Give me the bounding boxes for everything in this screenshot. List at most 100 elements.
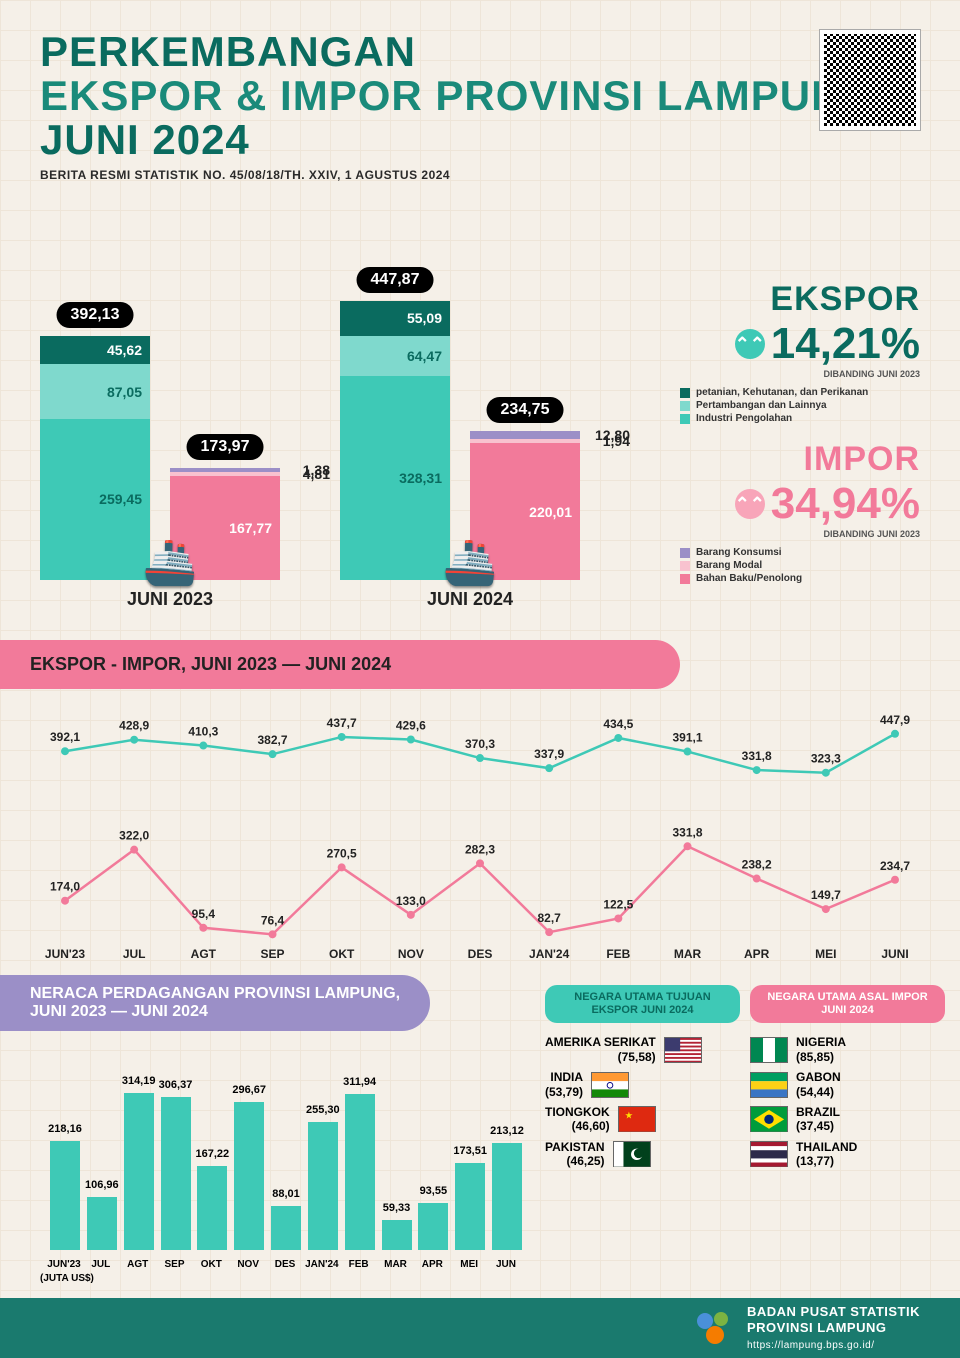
tb-bar: 173,51 bbox=[455, 1163, 485, 1250]
kpi-impor-pct: 34,94% bbox=[771, 479, 920, 529]
country-name: AMERIKA SERIKAT bbox=[545, 1035, 656, 1049]
segment-value: 4,81 bbox=[303, 466, 330, 482]
tb-bar: 296,67 bbox=[234, 1102, 264, 1250]
data-point bbox=[199, 924, 207, 932]
footer-url: https://lampung.bps.go.id/ bbox=[747, 1340, 875, 1351]
flag-icon bbox=[613, 1141, 651, 1167]
trade-balance-chart: (JUTA US$) 218,16JUN'23106,96JUL314,19AG… bbox=[40, 1050, 530, 1270]
country-row: ★TIONGKOK(46,60) bbox=[545, 1105, 740, 1134]
point-label: 337,9 bbox=[534, 747, 564, 761]
kpi-ekspor-pct: 14,21% bbox=[771, 319, 920, 369]
tb-value: 213,12 bbox=[487, 1125, 527, 1137]
data-point bbox=[614, 734, 622, 742]
tb-x-label: AGT bbox=[119, 1259, 157, 1270]
tb-value: 106,96 bbox=[82, 1179, 122, 1191]
x-axis-label: MAR bbox=[674, 947, 702, 960]
flag-icon: ★ bbox=[618, 1106, 656, 1132]
tb-x-label: APR bbox=[413, 1259, 451, 1270]
tb-value: 314,19 bbox=[119, 1075, 159, 1087]
point-label: 122,5 bbox=[603, 897, 633, 911]
tb-bar: 314,19 bbox=[124, 1093, 154, 1250]
bar-segment: 87,05 bbox=[40, 364, 150, 418]
kpi-ekspor-sub: DIBANDING JUNI 2023 bbox=[680, 369, 920, 379]
point-label: 322,0 bbox=[119, 829, 149, 843]
segment-value: 220,01 bbox=[529, 504, 572, 520]
country-row: GABON(54,44) bbox=[750, 1070, 945, 1099]
country-row: INDIA(53,79) bbox=[545, 1070, 740, 1099]
stacked-bar-chart: 45,6287,05259,45392,131,384,81167,77173,… bbox=[40, 260, 660, 620]
segment-value: 328,31 bbox=[399, 470, 442, 486]
flag-icon bbox=[750, 1106, 788, 1132]
data-point bbox=[476, 859, 484, 867]
flag-icon bbox=[664, 1037, 702, 1063]
data-point bbox=[130, 846, 138, 854]
x-axis-label: SEP bbox=[260, 947, 284, 960]
legend-item: Bahan Baku/Penolong bbox=[680, 573, 920, 584]
bps-logo-icon bbox=[693, 1307, 735, 1349]
x-axis-label: JUNI bbox=[881, 947, 908, 960]
country-text: GABON(54,44) bbox=[796, 1070, 841, 1099]
country-name: TIONGKOK bbox=[545, 1105, 610, 1119]
countries-title: NEGARA UTAMA ASAL IMPOR JUNI 2024 bbox=[750, 985, 945, 1023]
legend-label: Industri Pengolahan bbox=[696, 413, 792, 424]
country-value: (37,45) bbox=[796, 1119, 834, 1133]
legend-label: Pertambangan dan Lainnya bbox=[696, 400, 827, 411]
country-text: THAILAND(13,77) bbox=[796, 1140, 857, 1169]
country-value: (85,85) bbox=[796, 1050, 834, 1064]
legend-ekspor: petanian, Kehutanan, dan PerikananPertam… bbox=[680, 387, 920, 424]
title-line-2: EKSPOR & IMPOR PROVINSI LAMPUNG bbox=[40, 72, 876, 119]
country-text: BRAZIL(37,45) bbox=[796, 1105, 840, 1134]
data-point bbox=[61, 897, 69, 905]
bar-segment: 45,62 bbox=[40, 336, 150, 364]
impor-countries: NEGARA UTAMA ASAL IMPOR JUNI 2024 NIGERIA… bbox=[750, 985, 945, 1175]
segment-value: 259,45 bbox=[99, 491, 142, 507]
tb-bar: 59,33 bbox=[382, 1220, 412, 1250]
segment-value: 64,47 bbox=[407, 348, 442, 364]
tb-x-label: JUN bbox=[487, 1259, 525, 1270]
country-row: BRAZIL(37,45) bbox=[750, 1105, 945, 1134]
banner2-line1: NERACA PERDAGANGAN PROVINSI LAMPUNG, bbox=[30, 985, 400, 1002]
ekspor-bar: 55,0964,47328,31447,87 bbox=[340, 301, 450, 580]
x-axis-label: OKT bbox=[329, 947, 355, 960]
arrow-up-icon: ⌃⌃ bbox=[735, 489, 765, 519]
legend-swatch bbox=[680, 561, 690, 571]
tb-unit: (JUTA US$) bbox=[40, 1273, 94, 1284]
segment-value: 55,09 bbox=[407, 310, 442, 326]
point-label: 429,6 bbox=[396, 719, 426, 733]
data-point bbox=[684, 842, 692, 850]
title-line-3: JUNI 2024 bbox=[40, 116, 250, 163]
tb-x-label: JAN'24 bbox=[303, 1259, 341, 1270]
country-name: INDIA bbox=[550, 1070, 583, 1084]
data-point bbox=[545, 764, 553, 772]
segment-value: 1,94 bbox=[603, 433, 630, 449]
point-label: 133,0 bbox=[396, 894, 426, 908]
country-text: PAKISTAN(46,25) bbox=[545, 1140, 605, 1169]
country-value: (75,58) bbox=[618, 1050, 656, 1064]
tb-bar: 311,94 bbox=[345, 1094, 375, 1250]
arrow-up-icon: ⌃⌃ bbox=[735, 329, 765, 359]
ship-icon: 🚢 bbox=[143, 536, 198, 588]
country-text: INDIA(53,79) bbox=[545, 1070, 583, 1099]
point-label: 428,9 bbox=[119, 719, 149, 733]
footer-org2: PROVINSI LAMPUNG bbox=[747, 1320, 886, 1335]
flag-icon bbox=[750, 1037, 788, 1063]
country-name: GABON bbox=[796, 1070, 841, 1084]
bar-total: 234,75 bbox=[487, 397, 564, 423]
country-name: THAILAND bbox=[796, 1140, 857, 1154]
banner2-line2: JUNI 2023 — JUNI 2024 bbox=[30, 1003, 208, 1020]
tb-bar: 213,12 bbox=[492, 1143, 522, 1250]
svg-text:★: ★ bbox=[624, 1111, 632, 1122]
data-point bbox=[338, 733, 346, 741]
tb-value: 255,30 bbox=[303, 1104, 343, 1116]
data-point bbox=[822, 905, 830, 913]
qr-code[interactable] bbox=[820, 30, 920, 130]
x-axis-label: FEB bbox=[606, 947, 630, 960]
tb-x-label: DES bbox=[266, 1259, 304, 1270]
country-name: NIGERIA bbox=[796, 1035, 846, 1049]
point-label: 149,7 bbox=[811, 888, 841, 902]
bar-segment: 259,45 bbox=[40, 419, 150, 580]
country-text: NIGERIA(85,85) bbox=[796, 1035, 846, 1064]
kpi-impor: IMPOR ⌃⌃ 34,94% DIBANDING JUNI 2023 Bara… bbox=[680, 440, 920, 586]
tb-bar: 88,01 bbox=[271, 1206, 301, 1250]
data-point bbox=[476, 754, 484, 762]
